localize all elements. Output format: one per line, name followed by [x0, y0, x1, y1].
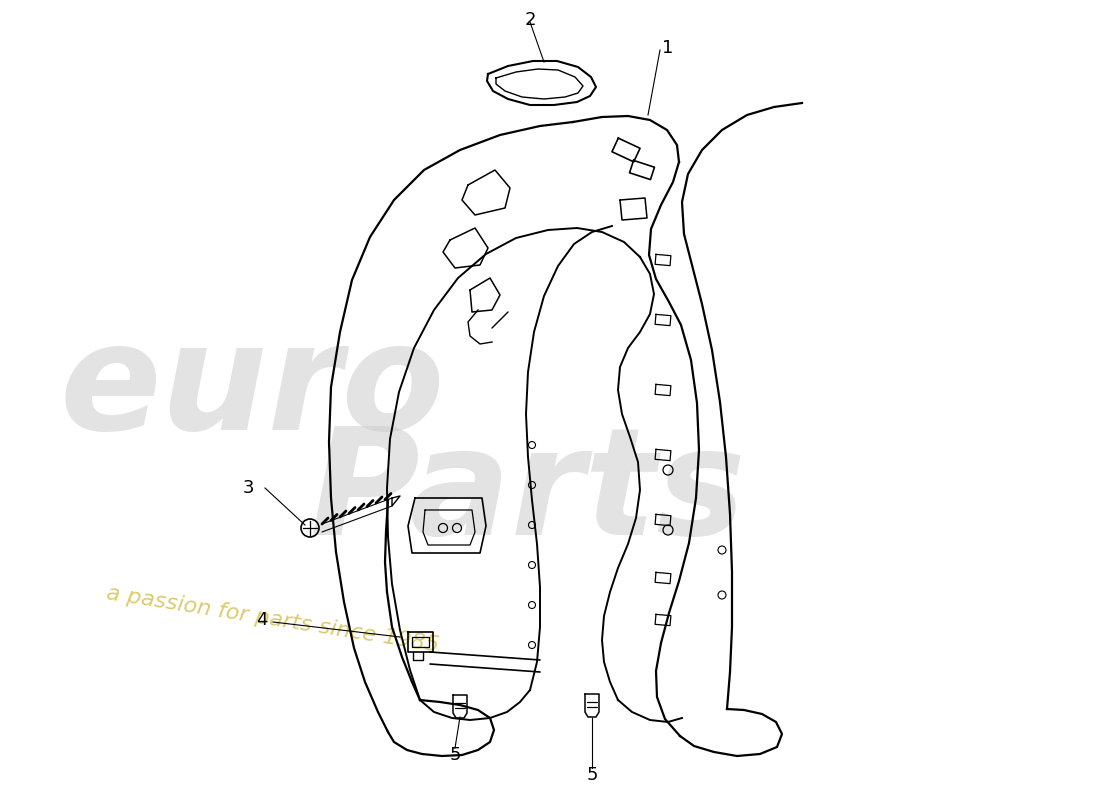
Text: 1: 1	[662, 39, 673, 57]
Text: a passion for parts since 1985: a passion for parts since 1985	[104, 584, 440, 656]
Text: 5: 5	[586, 766, 597, 784]
Text: euro: euro	[60, 316, 446, 461]
Text: 4: 4	[256, 611, 267, 629]
Text: Parts: Parts	[310, 421, 747, 566]
Text: 3: 3	[242, 479, 254, 497]
Text: 5: 5	[449, 746, 461, 764]
Text: 2: 2	[525, 11, 536, 29]
